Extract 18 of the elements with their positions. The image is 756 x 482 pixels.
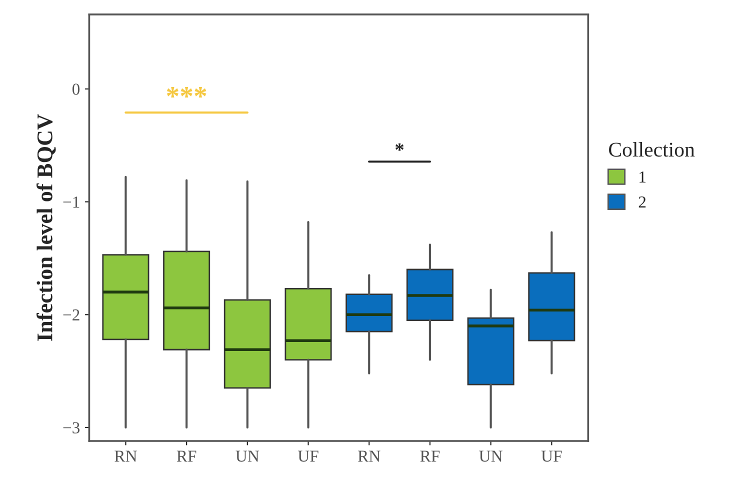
- x-tick-label: UN: [479, 450, 502, 462]
- annotation: *: [395, 143, 404, 151]
- y-tick-label: −2: [63, 309, 80, 320]
- x-tick-label: RN: [358, 450, 380, 462]
- x-tick-label: UF: [541, 450, 562, 462]
- legend-title: Collection: [609, 142, 695, 157]
- x-tick-label: RF: [420, 450, 440, 462]
- x-tick-label: RN: [114, 450, 137, 462]
- y-tick-label: −1: [63, 196, 80, 208]
- x-tick-label: UF: [298, 450, 318, 462]
- y-tick-label: −3: [63, 422, 80, 434]
- y-tick-label: 0: [72, 84, 80, 95]
- x-tick-label: RF: [176, 450, 196, 462]
- x-tick-label: UN: [236, 450, 260, 462]
- y-axis-title: Infection level of BQCV: [36, 114, 56, 341]
- legend-label: 1: [640, 171, 646, 182]
- annotation: ***: [166, 87, 206, 98]
- legend-label: 2: [638, 196, 646, 208]
